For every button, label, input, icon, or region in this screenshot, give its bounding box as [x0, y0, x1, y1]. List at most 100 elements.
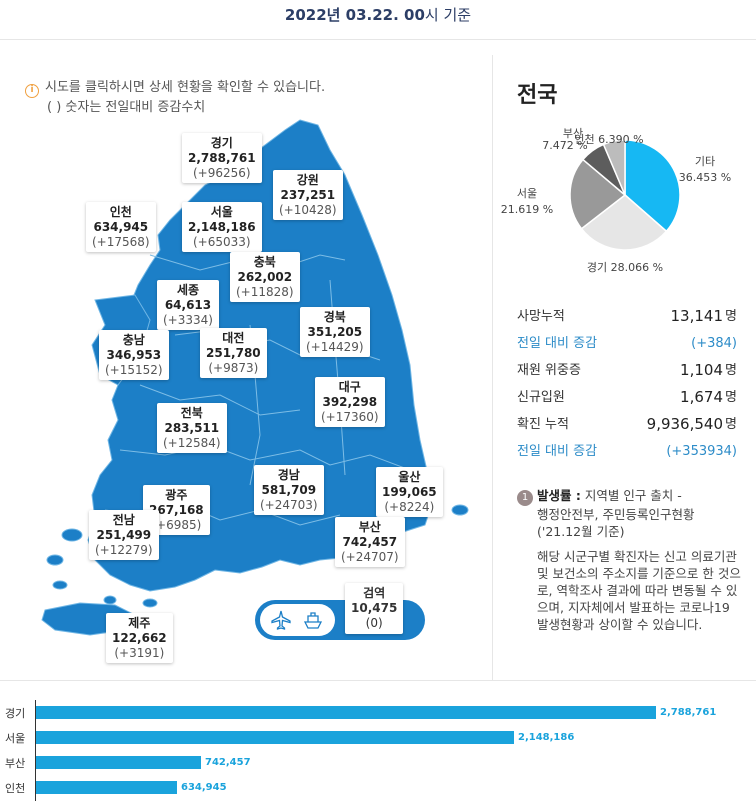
region-count: 64,613	[164, 298, 212, 312]
stat-label: 전일 대비 증감	[517, 336, 598, 351]
notice-line2: ( ) 숫자는 전일대비 증감수치	[47, 100, 206, 115]
stat-label: 확진 누적	[517, 417, 569, 432]
region-name: 충북	[253, 255, 276, 269]
pie-slice-기타	[624, 139, 681, 233]
stat-value: 1,104	[680, 361, 723, 379]
region-chungbuk[interactable]: 충북 262,002 (+11828)	[230, 252, 300, 302]
nation-title: 전국	[517, 83, 558, 108]
region-delta: (+65033)	[192, 235, 251, 249]
bar[interactable]	[36, 706, 656, 719]
region-name: 제주	[128, 616, 151, 630]
pie-label: 부산	[563, 127, 583, 140]
region-delta: (+6985)	[151, 518, 202, 532]
region-delta: (+24707)	[341, 550, 399, 564]
bar[interactable]	[36, 781, 177, 794]
airplane-icon[interactable]	[270, 610, 292, 630]
ship-icon[interactable]	[302, 610, 324, 630]
region-chungnam[interactable]: 충남 346,953 (+15152)	[99, 330, 169, 380]
region-count: 283,511	[164, 421, 220, 435]
region-name: 전남	[112, 513, 135, 527]
region-count: 10,475	[351, 601, 398, 615]
region-seoul[interactable]: 서울 2,148,186 (+65033)	[182, 202, 262, 252]
pie-slice-서울	[569, 158, 627, 230]
region-gyeongnam[interactable]: 경남 581,709 (+24703)	[254, 465, 324, 515]
stat-label: 전일 대비 증감	[517, 444, 598, 459]
region-name: 검역	[363, 586, 386, 600]
bar[interactable]	[36, 731, 514, 744]
region-bar-chart: 경기 2,788,761 서울 2,148,186 부산 742,457 인천 634,945	[0, 700, 756, 801]
region-count: 199,065	[382, 485, 437, 499]
region-daegu[interactable]: 대구 392,298 (+17360)	[315, 377, 385, 427]
note-title: 발생률 :	[537, 488, 581, 503]
bar-value: 742,457	[205, 757, 251, 768]
stat-row: 전일 대비 증감 (+353934)	[517, 438, 737, 465]
region-jeju[interactable]: 제주 122,662 (+3191)	[106, 613, 173, 663]
stat-value: (+353934)	[666, 444, 737, 459]
bar-value: 2,788,761	[660, 707, 717, 718]
notice: i 시도를 클릭하시면 상세 현황을 확인할 수 있습니다. ( ) 숫자는 전일…	[25, 78, 325, 118]
region-quarantine[interactable]: 검역 10,475 (0)	[345, 583, 404, 634]
region-delta: (+12584)	[163, 436, 221, 450]
region-sejong[interactable]: 세종 64,613 (+3334)	[157, 280, 219, 330]
pie-label: 21.619 %	[501, 203, 553, 216]
bar-row-경기: 경기 2,788,761	[0, 700, 756, 724]
note-line1: 지역별 인구 출치 -	[584, 488, 682, 503]
bar-label: 경기	[5, 707, 26, 720]
pie-slice-경기	[580, 194, 668, 251]
region-daejeon[interactable]: 대전 251,780 (+9873)	[200, 328, 267, 378]
stat-row: 확진 누적 9,936,540 명	[517, 411, 737, 438]
bar-value: 634,945	[181, 782, 227, 793]
region-count: 346,953	[106, 348, 162, 362]
stat-label: 재원 위중증	[517, 363, 581, 378]
region-count: 351,205	[307, 325, 363, 339]
region-name: 경북	[323, 310, 346, 324]
stat-value: 9,936,540	[646, 415, 723, 433]
region-name: 경기	[210, 136, 233, 150]
region-name: 충남	[122, 333, 145, 347]
date-text: 2022년 03.22. 00시 기준	[285, 6, 471, 24]
stat-label: 사망누적	[517, 309, 565, 324]
stat-unit: 명	[725, 309, 737, 324]
region-jeonnam[interactable]: 전남 251,499 (+12279)	[89, 510, 159, 560]
stat-unit: 명	[725, 390, 737, 405]
region-incheon[interactable]: 인천 634,945 (+17568)	[86, 202, 156, 252]
region-count: 392,298	[322, 395, 378, 409]
region-name: 울산	[398, 470, 421, 484]
region-name: 광주	[165, 488, 188, 502]
stat-row: 신규입원 1,674 명	[517, 384, 737, 411]
region-gyeongbuk[interactable]: 경북 351,205 (+14429)	[300, 307, 370, 357]
region-delta: (+10428)	[279, 203, 337, 217]
region-count: 267,168	[149, 503, 204, 517]
region-count: 2,788,761	[188, 151, 256, 165]
stat-row: 재원 위중증 1,104 명	[517, 357, 737, 384]
bar[interactable]	[36, 756, 201, 769]
bar-row-서울: 서울 2,148,186	[0, 725, 756, 749]
note: 1 발생률 : 지역별 인구 출치 - 행정안전부, 주민등록인구현황 ('21.…	[517, 487, 745, 633]
region-delta: (+3191)	[114, 646, 165, 660]
region-jeonbuk[interactable]: 전북 283,511 (+12584)	[157, 403, 227, 453]
stat-value: (+384)	[691, 336, 737, 351]
region-delta: (+24703)	[260, 498, 318, 512]
region-gangwon[interactable]: 강원 237,251 (+10428)	[273, 170, 343, 220]
region-name: 경남	[277, 468, 300, 482]
bar-label: 인천	[5, 782, 26, 795]
region-gyeonggi[interactable]: 경기 2,788,761 (+96256)	[182, 133, 262, 183]
region-count: 251,780	[206, 346, 261, 360]
pie-label: 36.453 %	[679, 171, 731, 184]
region-ulsan[interactable]: 울산 199,065 (+8224)	[376, 467, 443, 517]
region-delta: (+17360)	[321, 410, 379, 424]
region-count: 581,709	[261, 483, 317, 497]
region-busan[interactable]: 부산 742,457 (+24707)	[335, 517, 405, 567]
region-delta: (0)	[365, 616, 383, 630]
region-name: 인천	[109, 205, 132, 219]
region-name: 부산	[358, 520, 381, 534]
date-header: 2022년 03.22. 00시 기준	[0, 0, 756, 40]
region-count: 251,499	[96, 528, 152, 542]
region-name: 대구	[338, 380, 361, 394]
transport-icons	[260, 604, 335, 636]
bar-row-인천: 인천 634,945	[0, 775, 756, 799]
date-value: 2022년 03.22. 00	[284, 6, 425, 24]
region-delta: (+9873)	[208, 361, 259, 375]
region-delta: (+3334)	[163, 313, 213, 327]
date-suffix: 시 기준	[424, 6, 472, 24]
